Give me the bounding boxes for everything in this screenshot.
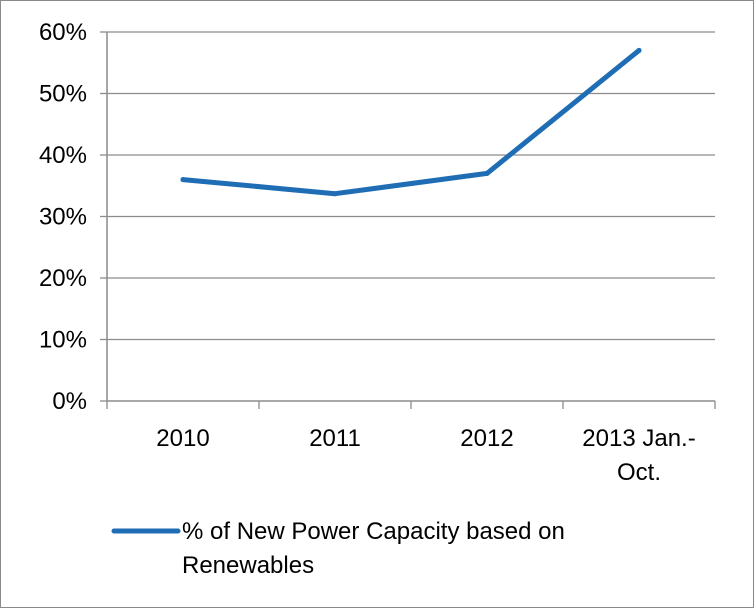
data-point <box>636 47 642 53</box>
y-tick-label: 30% <box>39 204 87 231</box>
y-tick-label: 20% <box>39 265 87 292</box>
y-tick-label: 10% <box>39 327 87 354</box>
series-lines <box>180 47 642 197</box>
legend-label: % of New Power Capacity based on <box>182 518 565 545</box>
x-tick-label: 2010 <box>156 425 209 452</box>
gridlines <box>107 31 715 341</box>
y-tick-label: 60% <box>39 19 87 46</box>
x-tick-label: 2013 Jan.- <box>582 425 695 452</box>
x-tick-labels: 2010 2011 2012 2013 Jan.- Oct. <box>156 425 695 486</box>
axes <box>100 31 716 409</box>
legend-label: Renewables <box>182 552 314 579</box>
data-point <box>332 191 338 197</box>
x-tick-label: 2011 <box>309 425 361 452</box>
legend: % of New Power Capacity based on Renewabl… <box>111 518 565 579</box>
y-tick-label: 0% <box>52 388 87 415</box>
y-tick-label: 50% <box>39 81 87 108</box>
x-tick-label: 2012 <box>460 425 513 452</box>
series-line <box>180 47 642 197</box>
y-tick-label: 40% <box>39 142 87 169</box>
y-tick-labels: 0% 10% 20% 30% 40% 50% 60% <box>39 19 87 415</box>
x-tick-label: Oct. <box>617 459 661 486</box>
data-point <box>484 170 490 176</box>
data-point <box>180 177 186 183</box>
